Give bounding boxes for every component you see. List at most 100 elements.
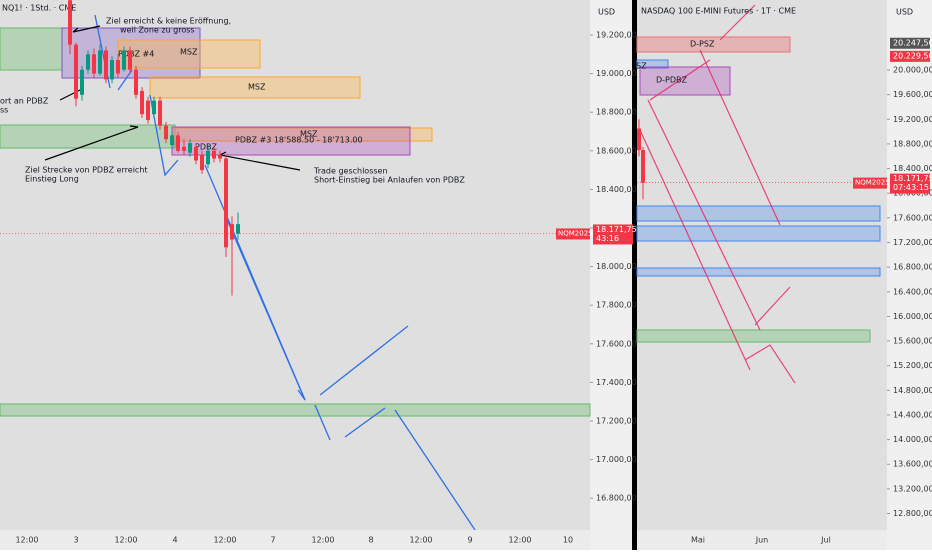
candle-body — [637, 128, 641, 151]
candle-body — [188, 143, 192, 153]
time-label: 12:00 — [213, 536, 236, 545]
candle-body — [218, 154, 222, 159]
arrow — [647, 99, 761, 331]
badge-symbol-bg — [556, 228, 590, 240]
badge-countdown: 43:16 — [596, 234, 619, 243]
candle-body — [641, 150, 645, 183]
price-label: 13.200,00 — [893, 484, 932, 493]
candle-body — [134, 69, 138, 95]
candle-body — [176, 135, 180, 151]
annotation: MSZ — [300, 130, 318, 139]
zone — [0, 403, 591, 417]
annotation: D-PDBZ — [656, 76, 688, 85]
candle-body — [140, 90, 144, 115]
price-label: 16.400,00 — [893, 287, 932, 296]
badge — [890, 50, 930, 62]
annotation: Short-Einstieg bei Anlaufen von PDBZ — [314, 176, 465, 185]
arrow — [744, 344, 796, 384]
zone — [639, 66, 731, 96]
zone — [149, 76, 361, 99]
annotation: SZ — [636, 62, 647, 71]
time-label: 12:00 — [15, 536, 38, 545]
time-label: 12:00 — [409, 536, 432, 545]
arrow — [719, 4, 756, 41]
candle-body — [200, 154, 204, 171]
badge-symbol-bg — [853, 177, 887, 189]
candle-body — [104, 50, 108, 80]
annotation: Einstieg Long — [25, 175, 79, 184]
price-label: 15.200,00 — [893, 361, 932, 370]
time-label: 3 — [73, 536, 78, 545]
badge — [593, 224, 633, 245]
annotation: PDBZ #4 — [118, 50, 154, 59]
annotation: D-PSZ — [690, 40, 715, 49]
candle-body — [98, 50, 102, 74]
price-label: 18.400,00 — [596, 185, 637, 194]
price-label: 16.800,00 — [596, 494, 637, 503]
zone — [636, 59, 669, 69]
candle-body — [116, 60, 120, 74]
annotation: ss — [0, 106, 8, 115]
price-label: 18.600,00 — [596, 146, 637, 155]
annotation: weil Zone zu gross — [120, 26, 195, 35]
zone — [636, 36, 791, 53]
candle-body — [158, 100, 162, 126]
left-pane — [0, 0, 590, 530]
time-label: 12:00 — [114, 536, 137, 545]
price-label: 19.000,00 — [596, 69, 637, 78]
candle-body — [86, 54, 90, 70]
currency: USD — [896, 8, 913, 17]
time-label: Mai — [691, 536, 705, 545]
badge-price: 20.229,50 — [893, 51, 932, 60]
price-label: 18.000,00 — [596, 262, 637, 271]
price-label: 13.600,00 — [893, 460, 932, 469]
price-label: 20.000,00 — [893, 66, 932, 75]
zone — [636, 267, 881, 277]
zone — [171, 126, 411, 156]
zone — [0, 27, 63, 71]
arrow — [754, 286, 791, 326]
annotation: MSZ — [180, 48, 198, 57]
annotation: PDBZ — [195, 143, 217, 152]
arrow — [344, 407, 386, 438]
zone — [636, 225, 881, 242]
title: NQ1! · 1Std. · CME — [2, 4, 76, 13]
price-label: 18.800,00 — [596, 108, 637, 117]
annotation: MSZ — [248, 83, 266, 92]
candle-body — [212, 150, 216, 159]
price-label: 17.200,00 — [893, 238, 932, 247]
candle-body — [170, 135, 174, 146]
candle-body — [236, 224, 240, 234]
zone — [636, 329, 871, 343]
zone — [174, 127, 433, 142]
arrow — [649, 59, 711, 101]
left-time-axis — [0, 530, 590, 550]
candle-body — [92, 54, 96, 74]
price-label: 18.800,00 — [893, 139, 932, 148]
left-axis — [590, 0, 634, 550]
price-label: 14.800,00 — [893, 386, 932, 395]
candle-body — [110, 60, 114, 80]
price-label: 17.400,00 — [596, 378, 637, 387]
annotation: PDBZ #3 18'588.50 - 18'713.00 — [235, 136, 363, 145]
time-label: 8 — [368, 536, 373, 545]
annotation: ort an PDBZ — [0, 97, 49, 106]
candle-body — [182, 146, 186, 151]
right-pane — [637, 0, 887, 530]
time-label: 12:00 — [311, 536, 334, 545]
zone — [117, 39, 261, 69]
price-label: 19.600,00 — [893, 90, 932, 99]
time-label: Jul — [820, 536, 831, 545]
candle-body — [206, 150, 210, 165]
time-label: 4 — [172, 536, 177, 545]
time-label: Jun — [755, 536, 769, 545]
candle-body — [122, 50, 126, 70]
badge-price: 20.247,50 — [893, 38, 932, 47]
candle-body — [152, 100, 156, 115]
price-label: 17.600,00 — [893, 213, 932, 222]
annotation: Ziel Strecke von PDBZ erreicht — [25, 166, 148, 175]
arrow — [699, 49, 781, 226]
right-time-axis — [637, 530, 887, 550]
price-label: 18.400,00 — [893, 164, 932, 173]
